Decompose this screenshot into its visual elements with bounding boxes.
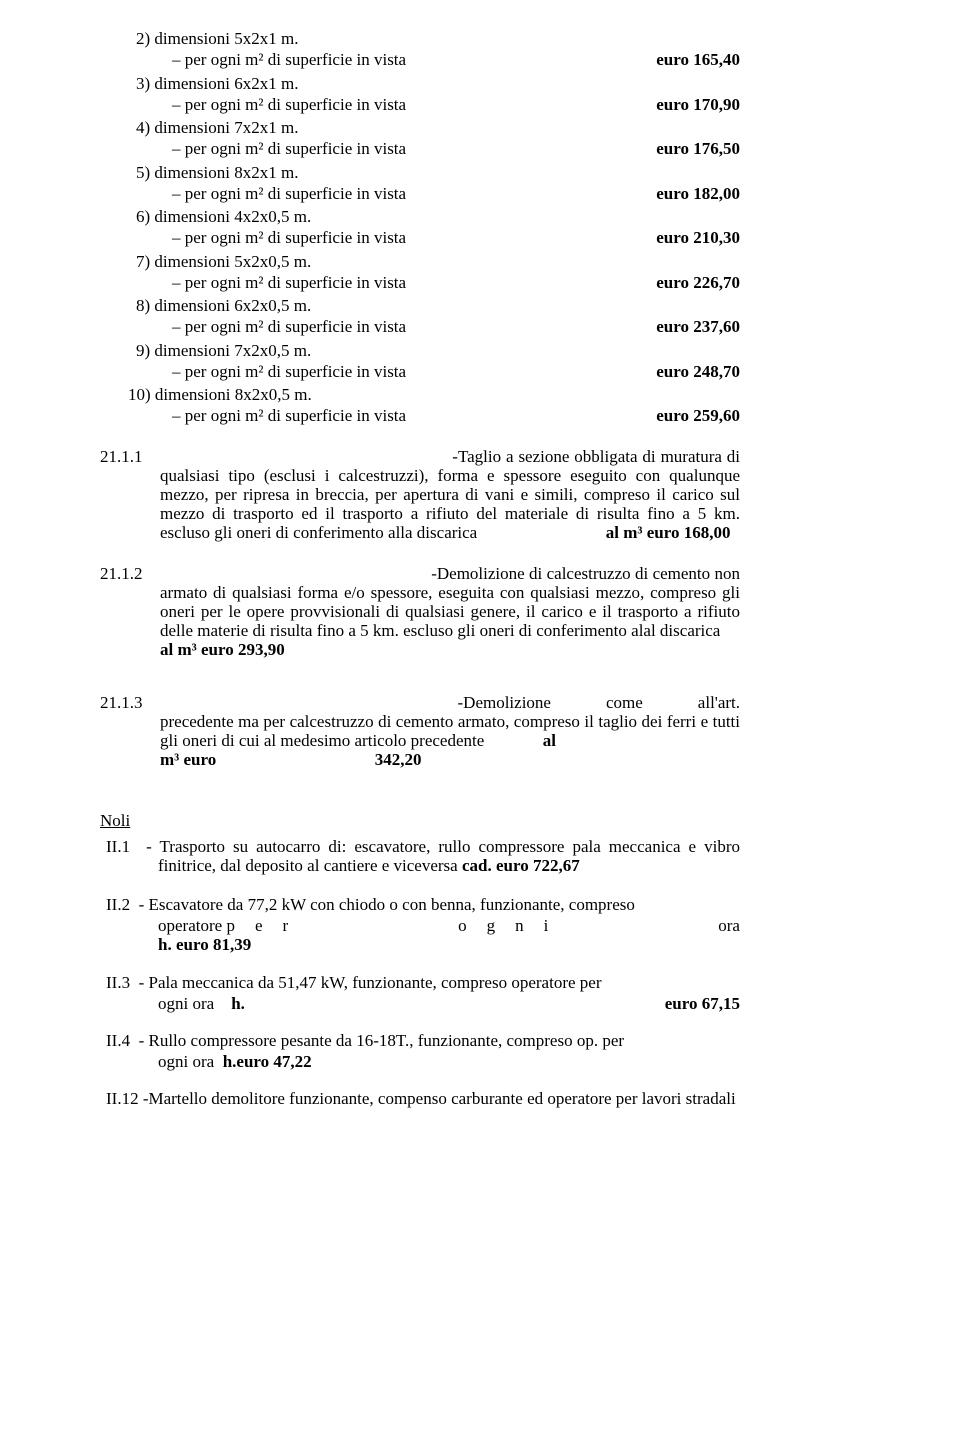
noli-item-ii2: II.2 - Escavatore da 77,2 kW con chiodo … (100, 895, 740, 914)
dim-sub: – per ogni m² di superficie in vista (172, 316, 406, 337)
dim-label: 4) dimensioni 7x2x1 m. (100, 117, 740, 138)
dim-sub: – per ogni m² di superficie in vista (172, 272, 406, 293)
dim-sub: – per ogni m² di superficie in vista (172, 405, 406, 426)
dim-price: euro 237,60 (636, 316, 740, 337)
noli-price: euro 67,15 (665, 994, 740, 1013)
noli-text: ogni (458, 916, 568, 935)
noli-num: II.3 (106, 973, 130, 992)
noli-item-ii3: II.3 - Pala meccanica da 51,47 kW, funzi… (100, 973, 740, 992)
article-num: 21.1.1 (100, 447, 143, 466)
article-num: 21.1.2 (100, 564, 143, 583)
noli-text: operatore (158, 916, 222, 935)
noli-text: - Rullo compressore pesante da 16-18T., … (139, 1031, 624, 1050)
dim-price: euro 170,90 (636, 94, 740, 115)
dim-sub: – per ogni m² di superficie in vista (172, 183, 406, 204)
dim-price: euro 259,60 (636, 405, 740, 426)
dim-price: euro 182,00 (636, 183, 740, 204)
noli-text: ogni ora (158, 994, 214, 1013)
dim-price: euro 176,50 (636, 138, 740, 159)
noli-num: II.2 (106, 895, 130, 914)
dim-sub: – per ogni m² di superficie in vista (172, 138, 406, 159)
dim-price: euro 165,40 (636, 49, 740, 70)
dim-label: 3) dimensioni 6x2x1 m. (100, 73, 740, 94)
article-price: al m³ euro 168,00 (606, 523, 731, 542)
dim-label: 7) dimensioni 5x2x0,5 m. (100, 251, 740, 272)
noli-price: cad. euro 722,67 (462, 856, 580, 875)
article-lead: come (606, 693, 643, 712)
noli-text: per (226, 916, 308, 935)
noli-text: - Trasporto su autocarro di: escavatore,… (146, 837, 740, 875)
article-price-a: al (543, 731, 556, 750)
article-lead: all'art. (698, 693, 740, 712)
noli-price: h. euro 81,39 (100, 935, 740, 955)
noli-text: ora (718, 916, 740, 935)
article-num: 21.1.3 (100, 693, 143, 712)
article-lead: -Demolizione (458, 693, 551, 712)
noli-price-unit: h. (231, 994, 245, 1013)
noli-heading: Noli (100, 811, 740, 831)
noli-price: h.euro 47,22 (223, 1052, 312, 1071)
dim-price: euro 226,70 (636, 272, 740, 293)
noli-num: II.1 (106, 837, 130, 856)
dim-label: 10) dimensioni 8x2x0,5 m. (100, 384, 740, 405)
article-price-c: 342,20 (375, 750, 422, 769)
article-2111: 21.1.1 -Taglio a sezione obbligata di mu… (100, 447, 740, 542)
article-lead: -Taglio a sezione obbligata di (452, 447, 655, 466)
dim-sub: – per ogni m² di superficie in vista (172, 227, 406, 248)
article-body: precedente ma per calcestruzzo di cement… (160, 712, 740, 750)
noli-num: II.12 (106, 1089, 139, 1108)
dim-label: 6) dimensioni 4x2x0,5 m. (100, 206, 740, 227)
noli-text: ogni ora (158, 1052, 214, 1071)
dim-sub: – per ogni m² di superficie in vista (172, 361, 406, 382)
dim-price: euro 248,70 (636, 361, 740, 382)
noli-item-ii12: II.12 -Martello demolitore funzionante, … (100, 1089, 740, 1108)
noli-text: - Escavatore da 77,2 kW con chiodo o con… (139, 895, 635, 914)
dim-label: 9) dimensioni 7x2x0,5 m. (100, 340, 740, 361)
article-2112: 21.1.2 -Demolizione di calcestruzzo di c… (100, 564, 740, 659)
article-price: al m³ euro 293,90 (100, 640, 740, 659)
dimension-list: 2) dimensioni 5x2x1 m. – per ogni m² di … (100, 28, 740, 427)
dim-sub: – per ogni m² di superficie in vista (172, 49, 406, 70)
article-lead: -Demolizione di calcestruzzo di (431, 564, 648, 583)
noli-item-ii4: II.4 - Rullo compressore pesante da 16-1… (100, 1031, 740, 1050)
dim-label: 5) dimensioni 8x2x1 m. (100, 162, 740, 183)
noli-text: - Pala meccanica da 51,47 kW, funzionant… (139, 973, 602, 992)
dim-label: 8) dimensioni 6x2x0,5 m. (100, 295, 740, 316)
dim-price: euro 210,30 (636, 227, 740, 248)
dim-sub: – per ogni m² di superficie in vista (172, 94, 406, 115)
dim-label: 2) dimensioni 5x2x1 m. (100, 28, 740, 49)
noli-num: II.4 (106, 1031, 130, 1050)
article-2113: 21.1.3 -Demolizione come all'art. preced… (100, 693, 740, 769)
article-price-b: m³ euro (160, 750, 216, 769)
noli-text: -Martello demolitore funzionante, compen… (143, 1089, 736, 1108)
noli-item-ii1: II.1 - Trasporto su autocarro di: escava… (100, 837, 740, 875)
